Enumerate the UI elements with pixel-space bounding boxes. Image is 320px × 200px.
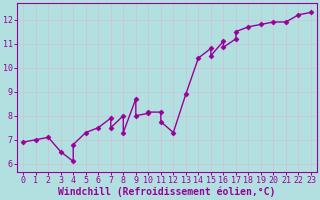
X-axis label: Windchill (Refroidissement éolien,°C): Windchill (Refroidissement éolien,°C) [58,187,276,197]
